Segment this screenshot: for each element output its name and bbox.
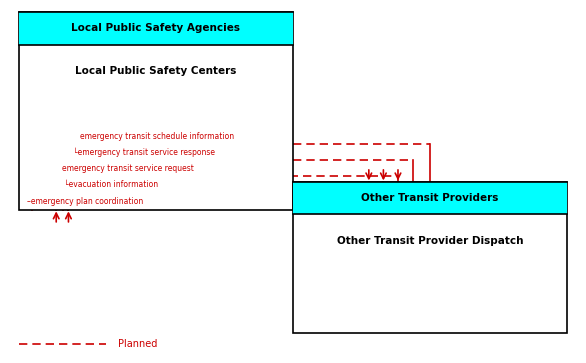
Text: └evacuation information: └evacuation information bbox=[64, 180, 158, 189]
FancyBboxPatch shape bbox=[19, 12, 293, 45]
Text: Other Transit Provider Dispatch: Other Transit Provider Dispatch bbox=[337, 236, 523, 245]
Text: Local Public Safety Agencies: Local Public Safety Agencies bbox=[71, 23, 240, 33]
Text: Planned: Planned bbox=[118, 339, 158, 348]
FancyBboxPatch shape bbox=[293, 182, 567, 214]
Text: emergency transit service request: emergency transit service request bbox=[62, 164, 194, 173]
Text: └emergency transit service response: └emergency transit service response bbox=[73, 148, 214, 157]
Text: Other Transit Providers: Other Transit Providers bbox=[362, 193, 499, 203]
FancyBboxPatch shape bbox=[293, 182, 567, 333]
Text: emergency transit schedule information: emergency transit schedule information bbox=[80, 132, 234, 141]
FancyBboxPatch shape bbox=[19, 12, 293, 210]
Text: –emergency plan coordination: –emergency plan coordination bbox=[27, 197, 144, 205]
Text: Local Public Safety Centers: Local Public Safety Centers bbox=[75, 66, 237, 76]
